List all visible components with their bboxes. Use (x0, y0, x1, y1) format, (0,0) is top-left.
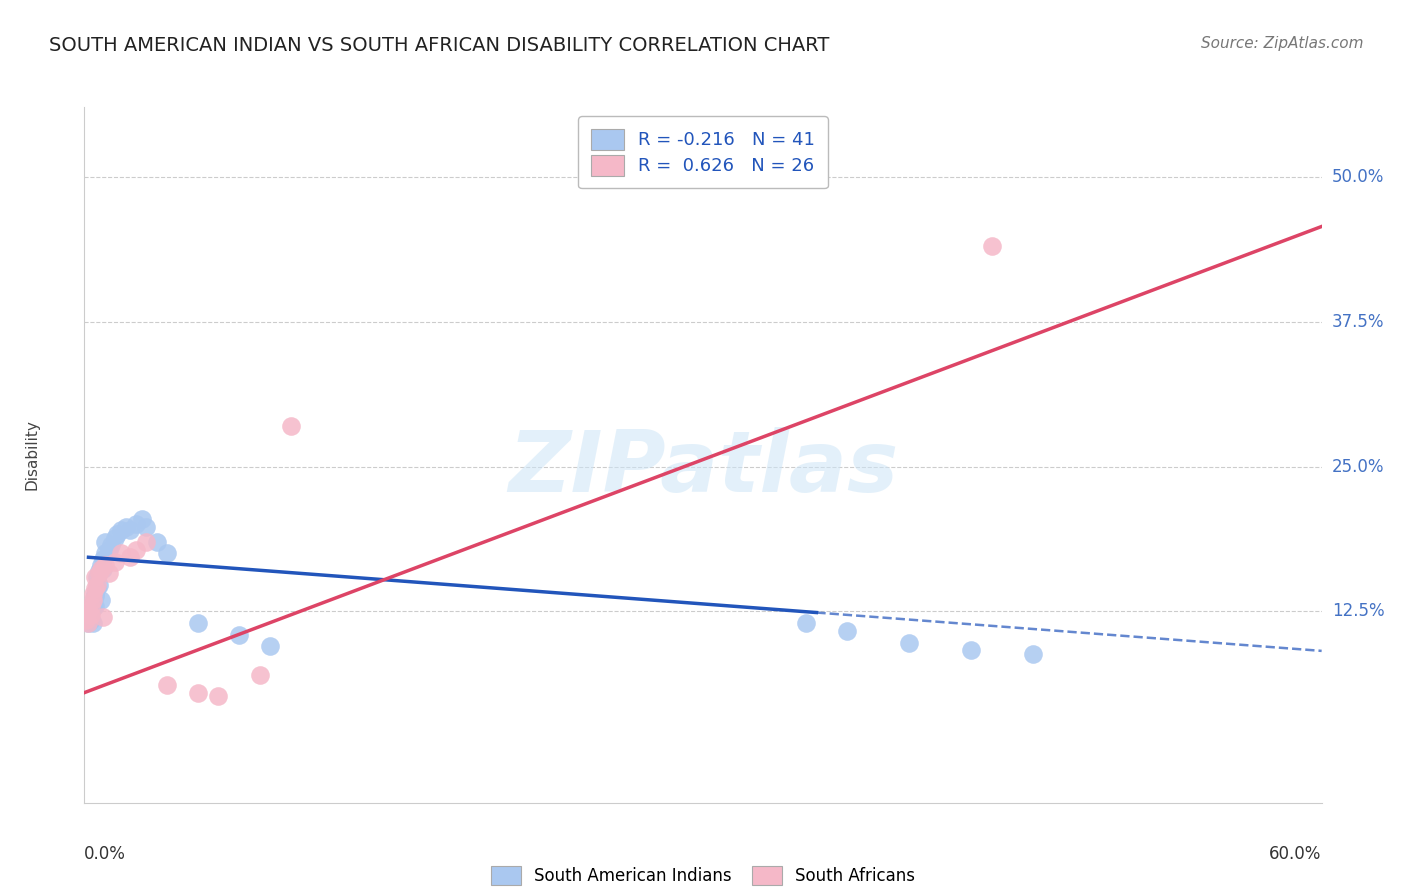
Point (1022, 648, 1045, 662)
Point (94, 534, 117, 549)
Point (82, 596, 104, 610)
Point (86, 578, 108, 592)
Point (259, 639, 281, 653)
Text: 0.0%: 0.0% (84, 845, 127, 863)
Point (249, 668, 271, 682)
Point (187, 615, 209, 630)
Point (87, 566, 110, 581)
Point (75, 613, 97, 627)
Text: 50.0%: 50.0% (1331, 168, 1385, 186)
Point (98, 543, 121, 558)
Point (77, 615, 100, 630)
Point (77, 615, 100, 630)
Point (100, 538, 122, 552)
Point (898, 636, 921, 650)
Point (82, 592, 104, 607)
Point (960, 642, 983, 657)
Point (207, 689, 229, 703)
Point (82, 587, 104, 601)
Point (135, 534, 157, 549)
Text: 60.0%: 60.0% (1270, 845, 1322, 863)
Point (77, 605, 100, 619)
Point (91, 561, 114, 575)
Point (75, 607, 97, 622)
Legend: South American Indians, South Africans: South American Indians, South Africans (484, 859, 922, 892)
Point (110, 546, 132, 561)
Point (94, 546, 117, 561)
Point (83, 587, 105, 601)
Text: 25.0%: 25.0% (1331, 458, 1385, 475)
Point (79, 605, 101, 619)
Point (104, 532, 127, 546)
Point (91, 552, 114, 566)
Point (83, 570, 105, 584)
Point (118, 523, 141, 537)
Point (82, 601, 104, 615)
Point (187, 685, 209, 699)
Point (794, 615, 817, 630)
Text: 12.5%: 12.5% (1331, 602, 1385, 621)
Point (83, 599, 105, 613)
Point (837, 624, 859, 639)
Point (86, 570, 108, 584)
Point (104, 555, 127, 569)
Point (131, 512, 153, 526)
Point (125, 517, 148, 532)
Point (980, 239, 1002, 253)
Point (87, 578, 110, 592)
Point (79, 613, 101, 627)
Point (125, 543, 148, 558)
Point (79, 599, 101, 613)
Text: 37.5%: 37.5% (1331, 312, 1385, 331)
Point (105, 526, 128, 541)
Point (110, 523, 132, 537)
Point (135, 520, 157, 534)
Point (145, 534, 167, 549)
Point (90, 558, 112, 573)
Text: SOUTH AMERICAN INDIAN VS SOUTH AFRICAN DISABILITY CORRELATION CHART: SOUTH AMERICAN INDIAN VS SOUTH AFRICAN D… (49, 36, 830, 54)
Point (87, 564, 110, 578)
Point (90, 592, 112, 607)
Point (79, 607, 101, 622)
Point (94, 558, 117, 573)
Point (77, 610, 100, 624)
Text: ZIPatlas: ZIPatlas (508, 427, 898, 510)
Point (114, 520, 136, 534)
Point (82, 615, 104, 630)
Point (280, 419, 302, 434)
Point (118, 549, 141, 564)
Text: Source: ZipAtlas.com: Source: ZipAtlas.com (1201, 36, 1364, 51)
Point (91, 610, 114, 624)
Point (86, 582, 108, 596)
Point (83, 582, 105, 596)
Point (228, 628, 250, 642)
Point (156, 546, 179, 561)
Point (90, 561, 112, 575)
Point (98, 566, 121, 581)
Point (156, 677, 179, 691)
Text: Disability: Disability (25, 419, 39, 491)
Point (83, 590, 105, 604)
